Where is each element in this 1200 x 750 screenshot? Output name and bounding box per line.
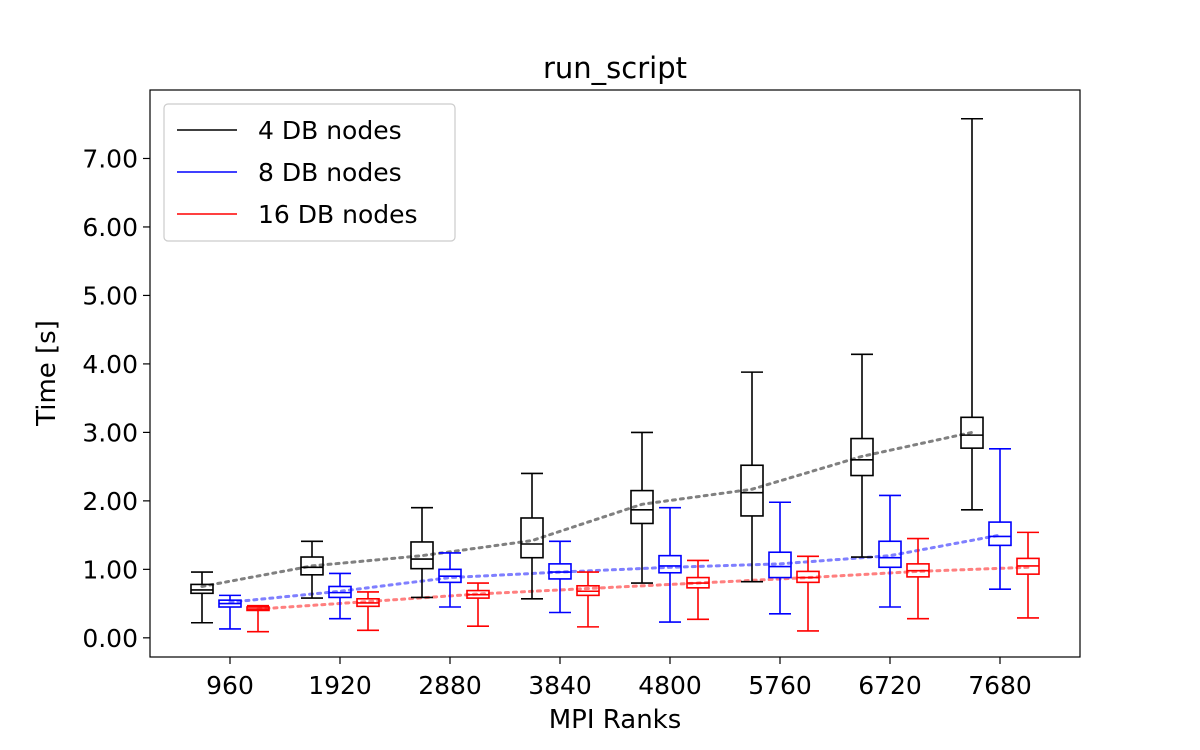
x-tick-label: 4800: [638, 671, 702, 700]
box-series3-2880: [466, 582, 490, 627]
x-tick-label: 1920: [308, 671, 372, 700]
box-series1-4800: [630, 431, 654, 584]
y-axis-label: Time [s]: [32, 320, 62, 427]
box-series2-3840: [548, 540, 572, 614]
box-iqr: [878, 540, 902, 569]
y-tick-label: 3.00: [82, 418, 138, 447]
box-series3-5760: [796, 555, 820, 632]
box-series1-5760: [740, 371, 764, 583]
y-tick-label: 5.00: [82, 281, 138, 310]
box-series2-7680: [988, 448, 1012, 591]
box-layer: [190, 117, 1040, 633]
x-axis-ticks: 960 1920 2880 3840 4800 5760 6720 7680: [206, 657, 1032, 700]
box-series2-4800: [658, 506, 682, 623]
box-series1-1920: [300, 540, 324, 599]
x-tick-label: 6720: [858, 671, 922, 700]
box-series3-7680: [1016, 531, 1040, 619]
box-series1-3840: [520, 472, 544, 600]
box-series2-960: [218, 594, 242, 630]
box-series1-7680: [960, 117, 984, 511]
x-tick-label: 5760: [748, 671, 812, 700]
legend: 4 DB nodes 8 DB nodes 16 DB nodes: [163, 103, 456, 242]
box-series2-5760: [768, 501, 792, 615]
box-series1-6720: [850, 353, 874, 558]
x-axis-label: MPI Ranks: [549, 705, 682, 735]
box-iqr: [410, 541, 434, 570]
box-series3-1920: [356, 591, 380, 632]
y-tick-label: 6.00: [82, 213, 138, 242]
box-series2-2880: [438, 552, 462, 608]
box-series1-2880: [410, 506, 434, 599]
box-iqr: [300, 556, 324, 576]
plot-frame: [149, 89, 1081, 658]
y-tick-label: 2.00: [82, 487, 138, 516]
box-iqr: [658, 554, 682, 574]
box-series2-6720: [878, 494, 902, 608]
box-series2-1920: [328, 572, 352, 620]
x-tick-label: 7680: [968, 671, 1032, 700]
y-axis-ticks: 0.00 1.00 2.00 3.00 4.00 5.00 6.00 7.00: [82, 144, 150, 653]
trend-lines: [200, 430, 1030, 611]
x-tick-label: 960: [206, 671, 254, 700]
box-iqr: [960, 416, 984, 449]
box-series3-4800: [686, 559, 710, 621]
box-iqr: [850, 437, 874, 477]
chart-title: run_script: [543, 51, 687, 85]
box-iqr: [190, 583, 214, 595]
legend-label-2: 8 DB nodes: [258, 158, 402, 187]
legend-label-1: 4 DB nodes: [258, 116, 402, 145]
box-series1-960: [190, 571, 214, 624]
legend-frame: [163, 103, 456, 242]
x-tick-label: 3840: [528, 671, 592, 700]
box-iqr: [988, 521, 1012, 547]
box-iqr: [740, 464, 764, 517]
y-tick-label: 7.00: [82, 144, 138, 173]
trend-line-3: [256, 565, 1030, 611]
box-iqr: [520, 517, 544, 559]
y-tick-label: 1.00: [82, 555, 138, 584]
trend-line-1: [200, 430, 974, 588]
box-series3-960: [246, 604, 270, 633]
legend-label-3: 16 DB nodes: [258, 200, 418, 229]
y-tick-label: 0.00: [82, 624, 138, 653]
x-tick-label: 2880: [418, 671, 482, 700]
y-tick-label: 4.00: [82, 350, 138, 379]
box-series3-3840: [576, 571, 600, 628]
box-series3-6720: [906, 537, 930, 620]
box-iqr: [630, 489, 654, 525]
box-iqr: [768, 551, 792, 579]
